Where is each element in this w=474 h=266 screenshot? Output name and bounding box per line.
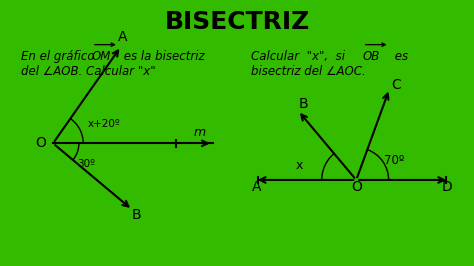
Text: bisectriz del ∠AOC.: bisectriz del ∠AOC. [251,65,365,78]
Text: m: m [193,126,205,139]
Text: O: O [351,180,362,194]
Text: del ∠AOB. Calcular "x": del ∠AOB. Calcular "x" [21,65,155,78]
Text: A: A [118,30,128,44]
Text: B: B [131,209,141,222]
Text: OM: OM [92,49,111,63]
Text: x+20º: x+20º [88,119,120,129]
Text: OB: OB [363,49,380,63]
Text: 30º: 30º [77,159,95,169]
Text: A: A [252,180,262,194]
Text: Calcular  "x",  si: Calcular "x", si [251,49,345,63]
Text: 70º: 70º [384,154,404,167]
Text: C: C [392,78,401,92]
Text: O: O [36,136,46,150]
Text: BISECTRIZ: BISECTRIZ [164,10,310,34]
Text: D: D [441,180,452,194]
Text: es: es [391,49,408,63]
Text: B: B [299,97,309,111]
Text: es la bisectriz: es la bisectriz [120,49,204,63]
Text: x: x [296,159,303,172]
Text: En el gráfico: En el gráfico [21,49,94,63]
